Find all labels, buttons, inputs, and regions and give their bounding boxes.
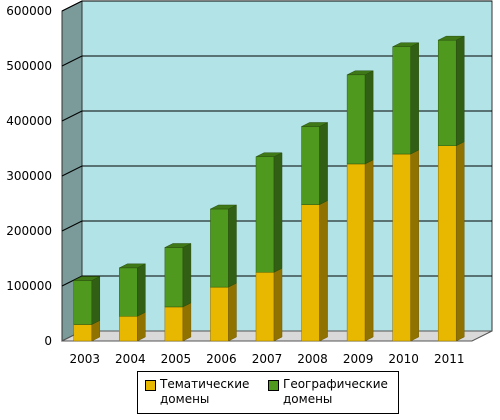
y-tick-label: 500000 <box>6 59 52 73</box>
bar-front <box>73 324 93 342</box>
bar-segment <box>210 282 237 342</box>
x-tick-label: 2007 <box>252 352 283 366</box>
legend-swatch-thematic <box>145 380 156 391</box>
legend-item-thematic: Тематические домены <box>145 377 249 407</box>
legend-label-thematic: Тематические домены <box>160 377 250 406</box>
gridline-side <box>61 0 83 12</box>
bar-front <box>119 316 138 342</box>
x-tick-label: 2010 <box>388 352 419 366</box>
bar-side <box>364 159 374 342</box>
bar-front <box>346 163 366 342</box>
legend-swatch-geographic <box>268 380 279 391</box>
gridline-side <box>61 275 83 287</box>
x-tick-label: 2003 <box>70 352 101 366</box>
bar-front <box>301 126 320 205</box>
bar-front <box>164 247 184 308</box>
bar-front <box>255 272 275 342</box>
bar-segment <box>255 267 283 342</box>
bar-side <box>319 122 328 206</box>
y-tick-label: 200000 <box>6 224 52 238</box>
bar-front <box>210 286 229 342</box>
chart-axes <box>61 0 493 342</box>
bar-segment <box>437 35 465 147</box>
legend-label-geographic: Географические домены <box>283 377 388 406</box>
bar-side <box>410 149 419 342</box>
bar-segment <box>164 243 192 308</box>
chart-labels: 0 100000 200000 300000 400000 500000 600000 200… <box>6 4 464 366</box>
bar-side <box>182 243 192 308</box>
gridline-side <box>61 55 83 67</box>
bar-front <box>210 208 229 288</box>
gridline-side <box>61 165 83 177</box>
bar-front <box>437 145 457 342</box>
bar-front <box>437 39 457 146</box>
x-tick-label: 2008 <box>297 352 328 366</box>
y-tick-label: 100000 <box>6 279 52 293</box>
gridline-side <box>61 110 83 122</box>
bar-side <box>137 263 146 317</box>
y-tick-label: 600000 <box>6 4 52 18</box>
x-tick-label: 2011 <box>434 352 465 366</box>
bar-front <box>346 74 366 165</box>
y-tick-label: 400000 <box>6 114 52 128</box>
y-tick-label: 300000 <box>6 169 52 183</box>
chart-legend: Тематические домены Географические домен… <box>137 371 399 414</box>
bar-side <box>410 42 419 155</box>
bar-front <box>392 46 411 155</box>
bar-top <box>164 243 192 248</box>
bar-segment <box>119 263 146 317</box>
bar-segment <box>437 141 465 342</box>
bar-front <box>164 306 184 342</box>
bar-side <box>455 35 465 147</box>
bar-side <box>137 311 146 342</box>
gridline-side <box>61 220 83 232</box>
x-tick-label: 2004 <box>115 352 146 366</box>
bar-front <box>119 267 138 317</box>
bar-segment <box>73 276 101 325</box>
legend-item-geographic: Географические домены <box>268 377 388 407</box>
bar-side <box>364 70 374 165</box>
bar-front <box>392 153 411 342</box>
bar-top <box>119 263 146 269</box>
bar-segment <box>392 149 419 342</box>
bar-side <box>182 302 192 342</box>
bar-top <box>255 152 283 157</box>
x-tick-label: 2009 <box>343 352 374 366</box>
bar-side <box>228 282 237 342</box>
bar-segment <box>392 42 419 155</box>
y-tick-label: 0 <box>44 334 52 348</box>
bar-front <box>301 204 320 342</box>
bar-top <box>210 204 237 210</box>
x-tick-label: 2006 <box>206 352 237 366</box>
bar-top <box>346 70 374 76</box>
bar-segment <box>210 204 237 288</box>
bar-top <box>301 122 328 127</box>
bar-segment <box>164 302 192 342</box>
bar-top <box>73 276 100 281</box>
chart-bars <box>73 35 465 342</box>
bar-side <box>273 152 283 273</box>
bar-segment <box>346 70 374 165</box>
bar-front <box>73 280 93 325</box>
bar-segment <box>301 122 328 206</box>
bar-top <box>438 35 465 41</box>
bar-segment <box>255 152 283 273</box>
bar-segment <box>301 200 328 342</box>
x-tick-label: 2005 <box>161 352 192 366</box>
bar-side <box>273 267 283 342</box>
bar-segment <box>119 311 146 342</box>
bar-side <box>455 141 465 342</box>
bar-side <box>228 204 237 288</box>
bar-segment <box>346 159 374 342</box>
bar-side <box>91 276 101 325</box>
bar-top <box>392 42 419 47</box>
bar-front <box>255 156 275 273</box>
bar-side <box>319 200 328 342</box>
